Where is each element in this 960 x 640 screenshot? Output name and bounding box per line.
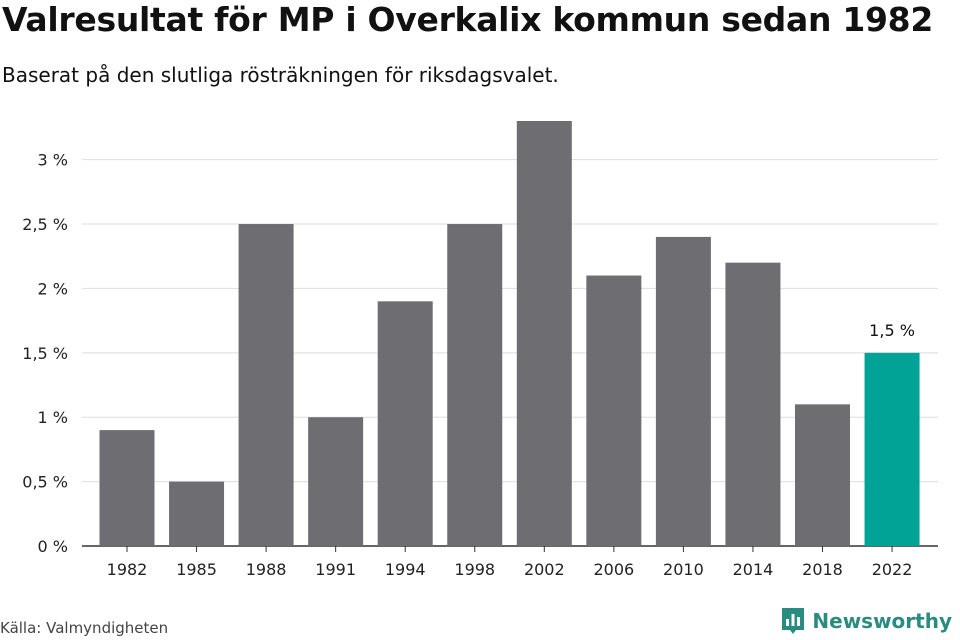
- x-tick-label: 2022: [872, 560, 913, 579]
- bar-1985: [169, 481, 225, 546]
- bar-2006: [586, 275, 642, 546]
- bar-chart: 0 % 0,5 % 1 % 1,5 % 2 % 2,5 % 3 % 1982 1985 1988 1…: [22, 121, 938, 579]
- bar-2002: [516, 121, 572, 546]
- y-tick-label: 1,5 %: [22, 344, 68, 363]
- x-tick-label: 2002: [524, 560, 565, 579]
- chart-subtitle: Baserat på den slutliga rösträkningen fö…: [2, 63, 559, 87]
- source-note: Källa: Valmyndigheten: [0, 619, 169, 637]
- y-tick-label: 2,5 %: [22, 215, 68, 234]
- bar-1991: [308, 417, 364, 546]
- x-tick-label: 1994: [385, 560, 426, 579]
- y-tick-label: 1 %: [38, 408, 68, 427]
- brand-logo: Newsworthy: [780, 606, 952, 636]
- chart-title: Valresultat för MP i Overkalix kommun se…: [2, 0, 933, 39]
- x-tick-label: 1998: [454, 560, 495, 579]
- bar-1988: [238, 224, 294, 546]
- bar-1982: [99, 430, 155, 546]
- data-label: 1,5 %: [869, 321, 915, 340]
- newsworthy-logo-icon: [782, 608, 805, 634]
- y-tick-label: 3 %: [38, 151, 68, 170]
- bar-2022: [864, 352, 920, 546]
- x-tick-label: 1988: [246, 560, 287, 579]
- x-tick-label: 2006: [593, 560, 634, 579]
- bar-1994: [377, 301, 433, 546]
- x-tick-label: 2018: [802, 560, 843, 579]
- x-tick-label: 1991: [315, 560, 356, 579]
- x-tick-label: 2010: [663, 560, 704, 579]
- x-tick-label: 1982: [107, 560, 148, 579]
- x-tick-label: 2014: [733, 560, 774, 579]
- y-tick-label: 0,5 %: [22, 473, 68, 492]
- bar-2014: [725, 262, 781, 546]
- bar-1998: [447, 224, 503, 546]
- bar-2018: [795, 404, 850, 546]
- brand-name: Newsworthy: [812, 609, 952, 633]
- y-tick-label: 0 %: [38, 537, 68, 556]
- bar-2010: [655, 236, 711, 546]
- y-tick-label: 2 %: [38, 279, 68, 298]
- x-tick-label: 1985: [176, 560, 217, 579]
